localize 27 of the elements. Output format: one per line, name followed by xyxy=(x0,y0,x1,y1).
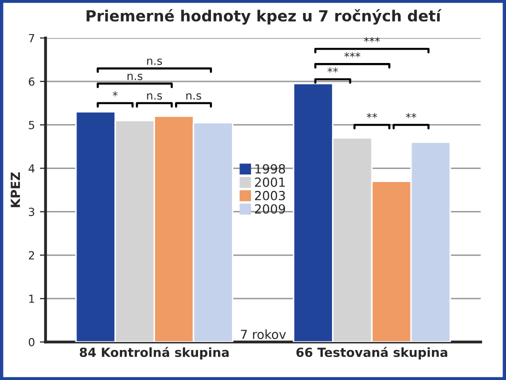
x-tick-label: 66 Testovaná skupina xyxy=(296,346,448,360)
y-tick-label: 3 xyxy=(28,208,34,216)
annotation: *** xyxy=(344,52,360,58)
legend-label: 2009 xyxy=(255,204,286,214)
chart-title: Priemerné hodnoty kpez u 7 ročných detí xyxy=(86,9,442,25)
x-tick-label: 84 Kontrolná skupina xyxy=(80,346,229,360)
annotation: n.s xyxy=(147,93,162,100)
y-tick-label: 0 xyxy=(28,338,34,346)
annotation: ** xyxy=(366,112,378,118)
y-tick-label: 4 xyxy=(28,164,34,173)
annotation: 7 rokov xyxy=(241,329,286,340)
y-tick-label: 7 xyxy=(28,34,34,42)
y-tick-label: 1 xyxy=(29,294,34,303)
y-tick-label: 2 xyxy=(28,251,34,260)
annotation: *** xyxy=(364,36,380,42)
annotation: n.s xyxy=(147,58,162,65)
legend-label: 2001 xyxy=(255,178,285,187)
y-tick-label: 6 xyxy=(28,77,34,86)
annotation: n.s xyxy=(186,93,202,100)
annotation: ** xyxy=(406,112,416,118)
y-tick-label: 5 xyxy=(28,120,34,130)
legend-label: 2003 xyxy=(255,190,285,200)
annotation: ** xyxy=(328,67,338,72)
legend-label: 1998 xyxy=(255,164,286,174)
annotation: * xyxy=(112,91,118,96)
y-axis-title: KPEZ xyxy=(10,172,20,208)
annotation: n.s xyxy=(128,74,142,80)
